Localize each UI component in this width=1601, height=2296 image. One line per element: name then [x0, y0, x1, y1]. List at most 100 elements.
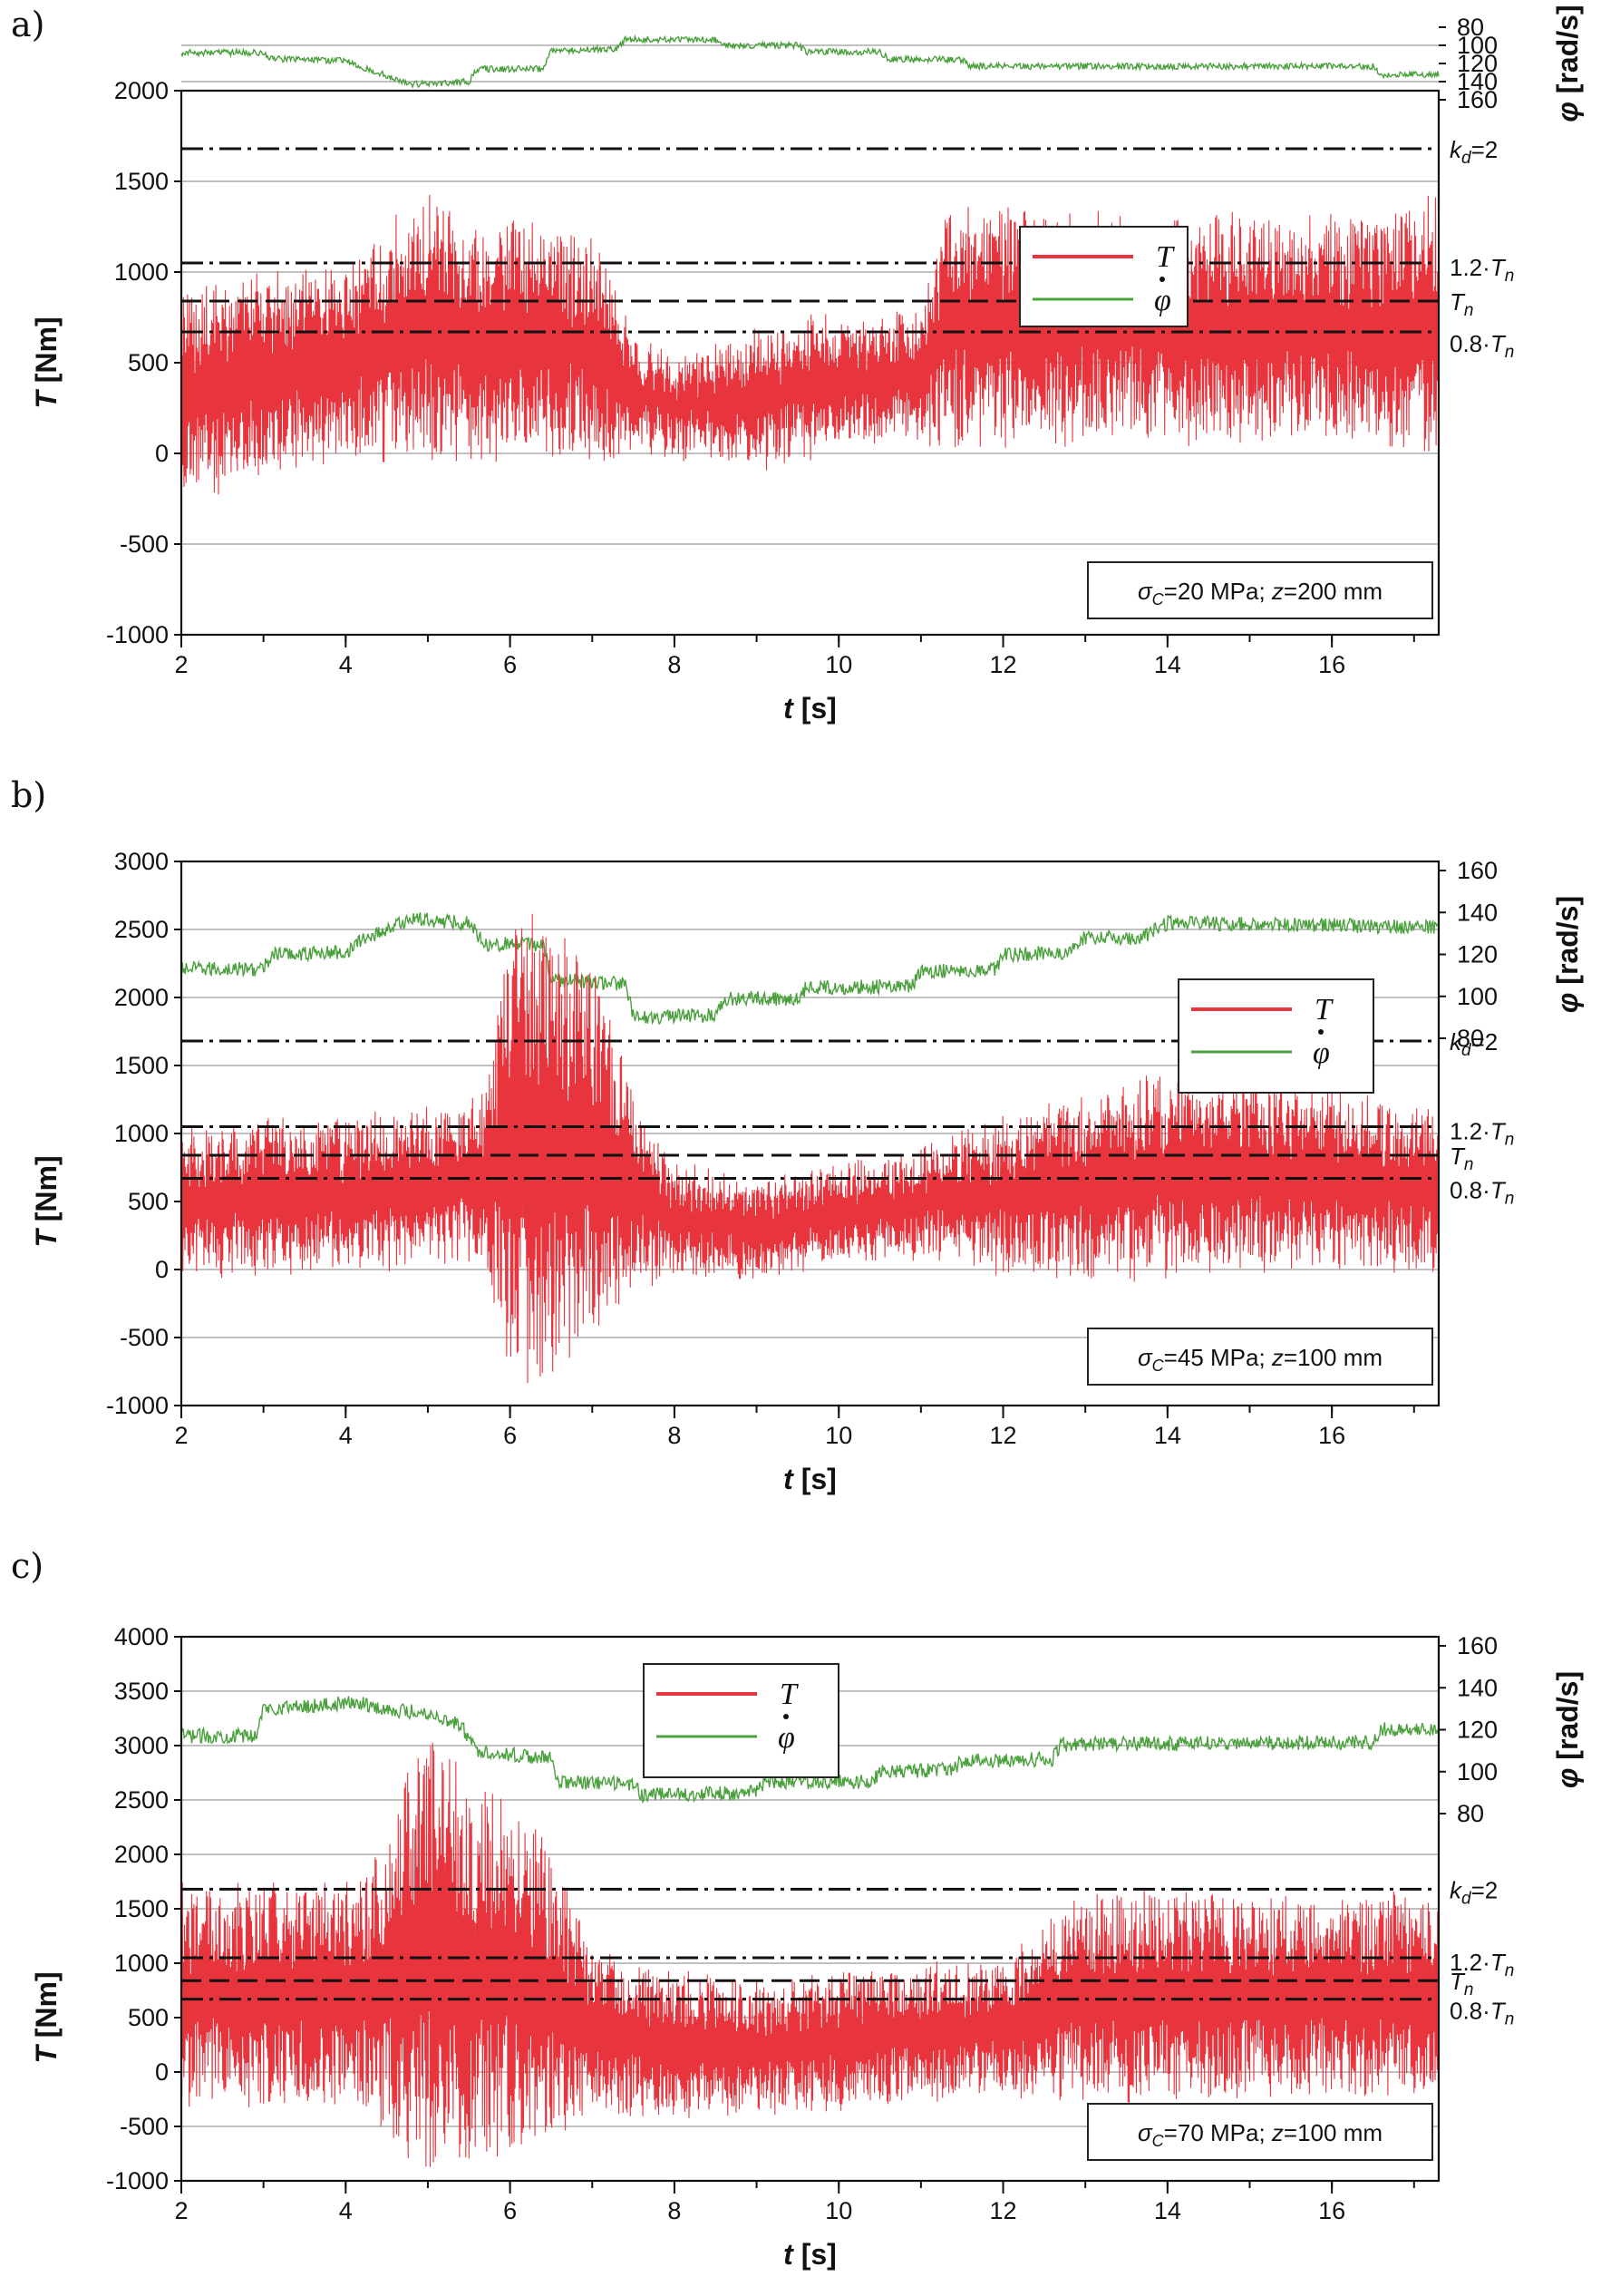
plot-frame: [180, 1635, 1441, 2183]
plot-frame: [180, 89, 1441, 637]
y2-tick-label: 120: [1457, 1717, 1498, 1744]
y2-axis-title: φ [rad/s]: [1551, 896, 1584, 1013]
x-tick-label: 10: [825, 1422, 852, 1449]
y2-tick-label: 160: [1457, 86, 1498, 113]
reference-line-label: 1.2·Tn: [1450, 254, 1514, 286]
y2-tick-label: 80: [1457, 14, 1484, 41]
legend-label-speed: φ: [1154, 284, 1171, 317]
x-tick-label: 10: [825, 651, 852, 678]
reference-line-label: kd=2: [1450, 1028, 1498, 1060]
y2-tick-label: 80: [1457, 1800, 1484, 1827]
y-tick-label: 1500: [114, 1052, 169, 1079]
y-tick-label: 2000: [114, 1841, 169, 1868]
y-tick-label: 0: [155, 1256, 169, 1283]
y-tick-label: 1000: [114, 1120, 169, 1147]
y-tick-label: 3000: [114, 1732, 169, 1759]
reference-line-label: Tn: [1450, 1143, 1473, 1174]
x-tick-label: 8: [667, 1422, 681, 1449]
y-tick-label: 1000: [114, 1950, 169, 1977]
x-tick-label: 12: [990, 651, 1017, 678]
y-tick-label: 1000: [114, 258, 169, 286]
legend-box: [1178, 978, 1374, 1094]
panel-b: b)-1000-50005001000150020002500300080100…: [11, 775, 1584, 1495]
reference-line-label: Tn: [1450, 1968, 1473, 1999]
x-tick-label: 16: [1318, 651, 1345, 678]
x-tick-label: 2: [174, 1422, 188, 1449]
y2-tick-label: 160: [1457, 1632, 1498, 1659]
reference-line-label: Tn: [1450, 288, 1473, 320]
annotation-box: [1087, 561, 1433, 619]
x-tick-label: 2: [174, 651, 188, 678]
x-axis-title: t [s]: [783, 692, 837, 725]
y2-axis-title: φ [rad/s]: [1551, 5, 1584, 122]
series-speed-line: [180, 1696, 1440, 1804]
panel-label: c): [11, 1546, 44, 1586]
y2-tick-label: 160: [1457, 857, 1498, 884]
y-tick-label: 1500: [114, 168, 169, 195]
y-tick-label: 500: [128, 1188, 169, 1215]
y2-tick-label: 100: [1457, 983, 1498, 1010]
x-tick-label: 6: [503, 651, 517, 678]
panel-c: c) -1000 -500 0 500 1000 1500 2000 2500 3000 3500 4…: [11, 1546, 1584, 2271]
x-tick-label: 12: [990, 1422, 1017, 1449]
legend-label-torque: T: [780, 1678, 799, 1711]
legend-label-torque: T: [1156, 240, 1175, 274]
y-tick-label: 500: [128, 2004, 169, 2031]
panel-a: a)-1000-50005001000150020008010012014016…: [11, 5, 1584, 725]
annotation-text: σC=20 MPa; z=200 mm: [1138, 578, 1383, 608]
x-tick-label: 8: [667, 2197, 681, 2224]
y-tick-label: -1000: [106, 1392, 169, 1419]
series-torque-line: [180, 1742, 1440, 2167]
annotation-box: [1087, 1328, 1433, 1386]
y2-tick-label: 100: [1457, 1758, 1498, 1785]
x-tick-label: 16: [1318, 2197, 1345, 2224]
y-axis-title: T [Nm]: [30, 316, 63, 408]
legend-label-speed: φ: [778, 1721, 795, 1755]
y-tick-label: 4000: [114, 1623, 169, 1650]
y-tick-label: -500: [120, 1324, 169, 1351]
annotation-text: σC=45 MPa; z=100 mm: [1138, 1344, 1383, 1375]
y-tick-label: -500: [120, 2113, 169, 2140]
plot-frame: [180, 860, 1441, 1407]
reference-line-label: 1.2·Tn: [1450, 1118, 1514, 1150]
x-tick-label: 8: [667, 651, 681, 678]
x-tick-label: 14: [1154, 651, 1181, 678]
x-tick-label: 6: [503, 1422, 517, 1449]
x-tick-label: 4: [339, 651, 353, 678]
x-tick-label: 12: [990, 2197, 1017, 2224]
reference-line-label: 0.8·Tn: [1450, 1177, 1514, 1209]
x-tick-label: 14: [1154, 2197, 1181, 2224]
legend-dot: [783, 1714, 789, 1719]
legend-label-torque: T: [1315, 993, 1334, 1026]
y-tick-label: 2500: [114, 916, 169, 943]
annotation-box: [1087, 2103, 1433, 2161]
reference-line-label: kd=2: [1450, 136, 1498, 168]
legend-label-speed: φ: [1313, 1036, 1330, 1070]
y2-tick-label: 120: [1457, 50, 1498, 77]
y-tick-label: -1000: [106, 2167, 169, 2194]
x-tick-label: 10: [825, 2197, 852, 2224]
reference-line-label: kd=2: [1450, 1876, 1498, 1908]
legend-dot: [1318, 1029, 1324, 1035]
y-tick-label: 2500: [114, 1786, 169, 1814]
series-torque-line: [180, 194, 1440, 495]
series-speed-line: [180, 912, 1440, 1026]
panel-label: b): [11, 775, 46, 815]
y2-tick-label: 120: [1457, 941, 1498, 968]
y-axis-title: T [Nm]: [30, 1971, 63, 2063]
x-tick-label: 6: [503, 2197, 517, 2224]
x-tick-label: 2: [174, 2197, 188, 2224]
x-tick-label: 16: [1318, 1422, 1345, 1449]
panel-label: a): [11, 5, 44, 44]
y-tick-label: 3000: [114, 848, 169, 875]
x-tick-label: 14: [1154, 1422, 1181, 1449]
y2-tick-label: 100: [1457, 32, 1498, 59]
legend-dot: [1160, 277, 1165, 282]
y-tick-label: -500: [120, 530, 169, 558]
legend-box: [1019, 226, 1189, 327]
y2-tick-label: 140: [1457, 68, 1498, 95]
y-axis-title: T [Nm]: [30, 1155, 63, 1247]
y-tick-label: 3500: [114, 1678, 169, 1705]
y-tick-label: 2000: [114, 77, 169, 104]
reference-line-label: 1.2·Tn: [1450, 1949, 1514, 1980]
